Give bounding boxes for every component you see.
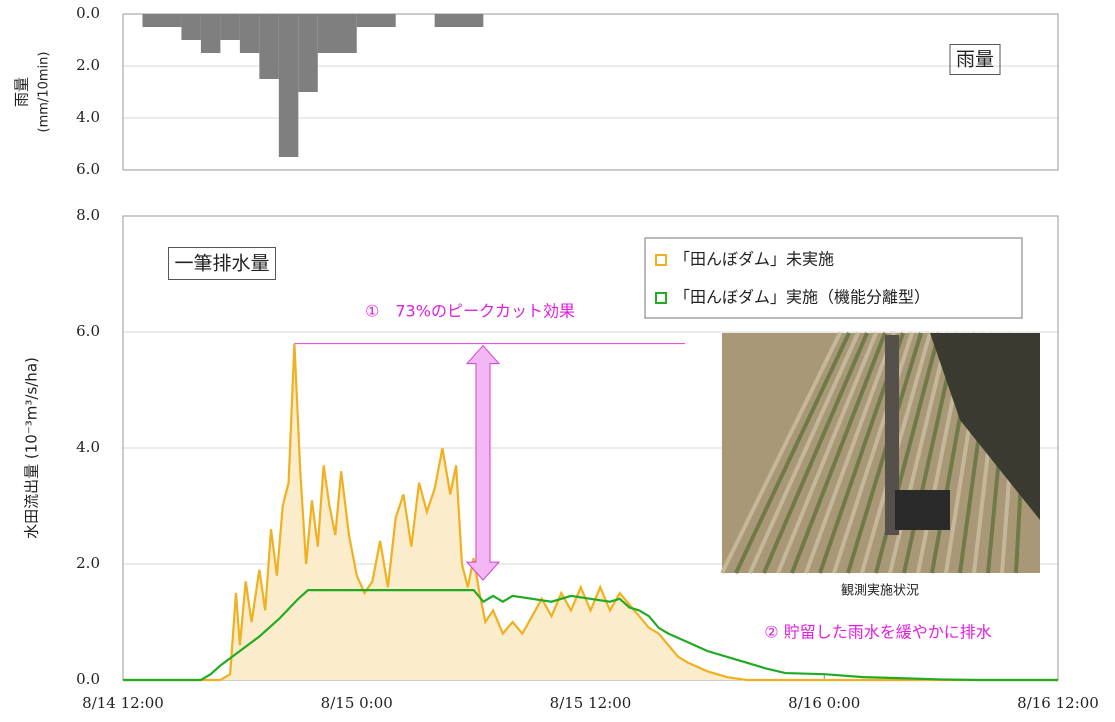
y-tick-label: 6.0 xyxy=(76,160,100,178)
x-tick-label: 8/15 12:00 xyxy=(550,694,632,712)
y-tick-label: 4.0 xyxy=(76,108,100,126)
x-tick-label: 8/16 0:00 xyxy=(788,694,860,712)
bar xyxy=(298,14,317,92)
peak-cut-label: ① 73%のピークカット効果 xyxy=(365,302,575,321)
legend-label: 「田んぼダム」未実施 xyxy=(674,250,834,269)
bar xyxy=(357,14,396,27)
bar xyxy=(220,14,239,40)
bar xyxy=(181,14,200,40)
y-tick-label: 0.0 xyxy=(76,670,100,688)
bar xyxy=(318,14,357,53)
y-tick-label: 6.0 xyxy=(76,322,100,340)
x-tick-label: 8/16 12:00 xyxy=(1017,694,1099,712)
bar xyxy=(435,14,484,27)
y-tick-label: 8.0 xyxy=(76,206,100,224)
drain-label: ② 貯留した雨水を緩やかに排水 xyxy=(764,623,991,642)
photo xyxy=(722,333,1040,573)
x-tick-label: 8/15 0:00 xyxy=(321,694,393,712)
panel-label: 一筆排水量 xyxy=(174,253,269,275)
chart: 0.0 2.0 4.0 6.0 雨量 (mm/10min) 雨量 0.0 2.0 4.0 6.0 8.… xyxy=(0,0,1115,722)
bar xyxy=(259,14,278,79)
y-axis-title: (mm/10min) xyxy=(37,52,52,133)
y-tick-label: 2.0 xyxy=(76,56,100,74)
y-tick-label: 2.0 xyxy=(76,554,100,572)
panel-label: 雨量 xyxy=(956,49,994,71)
photo-box xyxy=(895,490,950,530)
bar xyxy=(142,14,181,27)
y-axis-title: 雨量 xyxy=(13,77,31,107)
peak-cut-arrow xyxy=(467,346,499,580)
photo-caption: 観測実施状況 xyxy=(841,583,919,599)
bar xyxy=(201,14,220,53)
y-tick-label: 4.0 xyxy=(76,438,100,456)
legend-label: 「田んぼダム」実施（機能分離型） xyxy=(674,288,930,307)
y-axis-title: 水田流出量 (10⁻³m³/s/ha) xyxy=(23,357,41,539)
bar xyxy=(279,14,298,157)
bar xyxy=(240,14,259,53)
y-tick-label: 0.0 xyxy=(76,4,100,22)
x-tick-label: 8/14 12:00 xyxy=(82,694,164,712)
